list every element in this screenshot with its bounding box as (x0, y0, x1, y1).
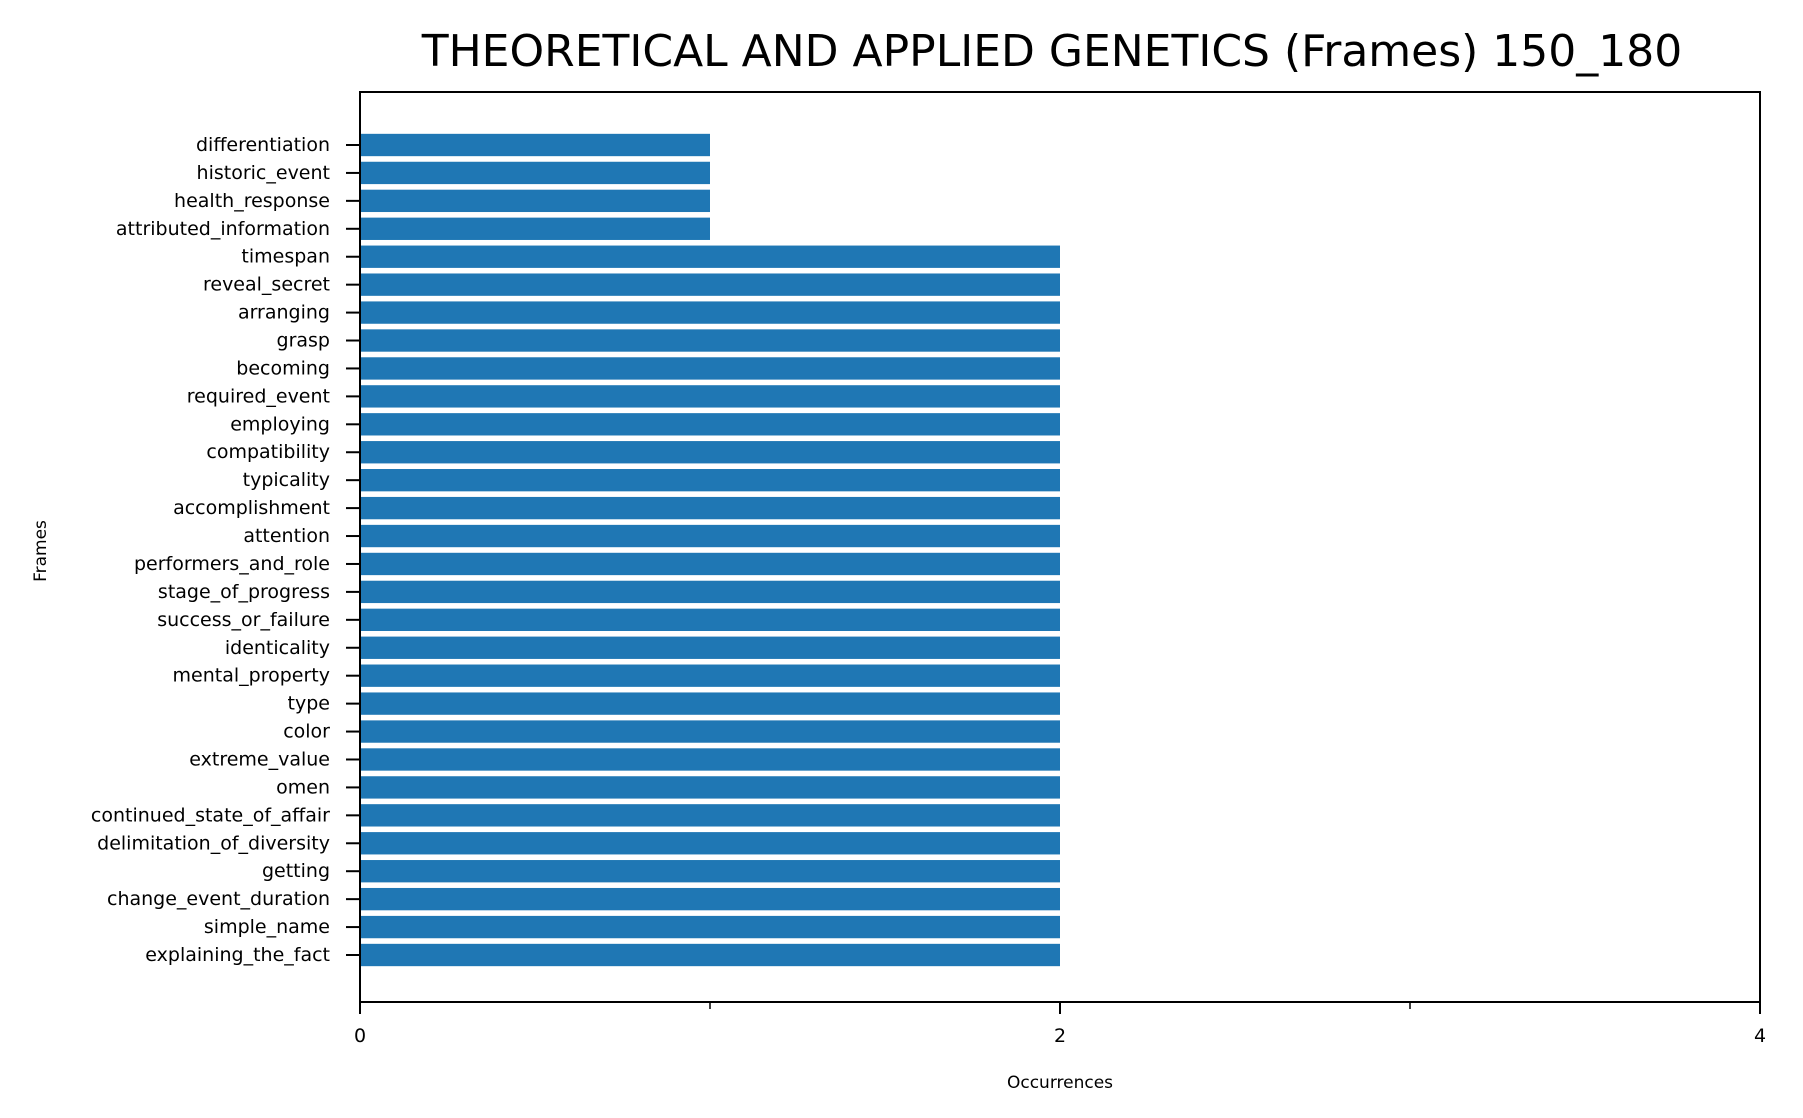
plot-frame (359, 91, 1761, 1003)
y-tick-label: arranging (238, 302, 330, 324)
bar-differentiation (360, 133, 710, 157)
y-tick-label: continued_state_of_affair (91, 804, 330, 826)
y-tick-label: timespan (241, 246, 330, 268)
y-tick-label: historic_event (197, 162, 330, 184)
bar-arranging (360, 301, 1060, 324)
y-tick-label: success_or_failure (157, 609, 330, 631)
y-axis-title: Frames (31, 520, 51, 582)
y-tick-label: color (283, 721, 330, 743)
x-tick-label: 0 (354, 1025, 366, 1047)
y-tick-label: reveal_secret (203, 274, 330, 296)
bar-attributed-information (360, 217, 710, 240)
y-tick-label: explaining_the_fact (145, 944, 330, 966)
y-tick-label: attributed_information (116, 218, 330, 240)
y-tick-label: delimitation_of_diversity (97, 832, 330, 854)
y-tick-label: required_event (187, 385, 330, 407)
bars-layer (360, 133, 1060, 967)
y-tick-label: compatibility (206, 441, 330, 463)
y-tick-label: mental_property (173, 665, 330, 687)
bar-identicality (360, 636, 1060, 659)
bar-continued-state-of-affair (360, 804, 1060, 827)
ticks-layer: differentiation historic_event health_resp… (91, 134, 1766, 1047)
y-tick-label: getting (262, 860, 330, 882)
x-tick-label: 4 (1754, 1025, 1766, 1047)
y-tick-label: typicality (243, 469, 330, 491)
y-tick-label: grasp (277, 330, 330, 352)
y-tick-label: employing (230, 413, 330, 435)
bar-mental-property (360, 664, 1060, 687)
bar-reveal-secret (360, 273, 1060, 296)
y-tick-label: type (288, 693, 330, 715)
y-tick-label: extreme_value (189, 748, 330, 770)
y-tick-label: stage_of_progress (158, 581, 330, 603)
y-tick-label: omen (276, 776, 330, 798)
y-tick-label: simple_name (204, 916, 330, 938)
bar-becoming (360, 357, 1060, 380)
y-tick-label: accomplishment (173, 497, 330, 519)
bar-accomplishment (360, 496, 1060, 520)
bar-health-response (360, 189, 710, 213)
bar-attention (360, 524, 1060, 548)
y-tick-label: performers_and_role (134, 553, 330, 575)
bar-type (360, 692, 1060, 715)
y-tick-label: change_event_duration (107, 888, 330, 910)
bar-omen (360, 776, 1060, 799)
y-tick-label: becoming (236, 357, 330, 379)
bar-employing (360, 413, 1060, 436)
bar-extreme-value (360, 748, 1060, 771)
y-tick-label: identicality (225, 637, 330, 659)
bar-success-or-failure (360, 608, 1060, 631)
x-tick-label: 2 (1054, 1025, 1066, 1047)
bar-simple-name (360, 915, 1060, 939)
bar-grasp (360, 329, 1060, 352)
x-axis-title: Occurrences (1007, 1073, 1113, 1093)
y-tick-label: attention (243, 525, 330, 547)
bar-color (360, 720, 1060, 743)
y-tick-label: differentiation (196, 134, 330, 156)
bar-getting (360, 860, 1060, 883)
bar-delimitation-of-diversity (360, 832, 1060, 855)
bar-historic-event (360, 161, 710, 185)
bar-typicality (360, 469, 1060, 492)
bar-explaining-the-fact (360, 943, 1060, 967)
bar-timespan (360, 245, 1060, 268)
chart-title: THEORETICAL AND APPLIED GENETICS (Frames… (421, 26, 1683, 77)
bar-performers-and-role (360, 552, 1060, 576)
bar-stage-of-progress (360, 580, 1060, 604)
bar-required-event (360, 385, 1060, 408)
bar-compatibility (360, 441, 1060, 464)
y-tick-label: health_response (174, 190, 330, 212)
bar-change-event-duration (360, 887, 1060, 911)
